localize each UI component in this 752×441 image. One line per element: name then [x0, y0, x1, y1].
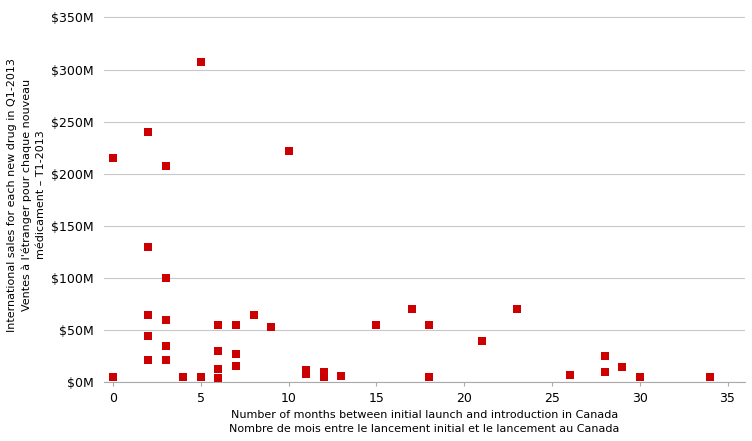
Point	[142, 356, 154, 363]
Point	[563, 372, 575, 379]
Point	[107, 374, 119, 381]
Point	[159, 356, 171, 363]
Point	[265, 324, 277, 331]
Point	[599, 369, 611, 376]
Point	[212, 375, 224, 382]
Point	[230, 362, 242, 369]
Point	[142, 243, 154, 250]
Point	[212, 348, 224, 355]
Point	[476, 337, 488, 344]
Point	[195, 59, 207, 66]
Point	[159, 162, 171, 169]
Point	[317, 369, 329, 376]
Point	[142, 129, 154, 136]
Point	[212, 321, 224, 329]
Point	[616, 363, 628, 370]
Point	[159, 316, 171, 323]
Point	[335, 373, 347, 380]
Point	[230, 321, 242, 329]
Point	[300, 367, 312, 374]
Point	[704, 374, 716, 381]
Point	[107, 155, 119, 162]
Point	[405, 306, 417, 313]
X-axis label: Number of months between initial launch and introduction in Canada
Nombre de moi: Number of months between initial launch …	[229, 410, 620, 434]
Point	[247, 311, 259, 318]
Point	[511, 306, 523, 313]
Point	[634, 374, 646, 381]
Point	[159, 342, 171, 349]
Point	[195, 374, 207, 381]
Point	[142, 311, 154, 318]
Y-axis label: International sales for each new drug in Q1-2013
Ventes à l'étranger pour chaque: International sales for each new drug in…	[7, 58, 46, 332]
Point	[317, 374, 329, 381]
Point	[371, 321, 383, 329]
Point	[423, 374, 435, 381]
Point	[177, 374, 190, 381]
Point	[283, 147, 295, 154]
Point	[423, 321, 435, 329]
Point	[599, 353, 611, 360]
Point	[142, 332, 154, 339]
Point	[230, 351, 242, 358]
Point	[212, 366, 224, 373]
Point	[300, 366, 312, 374]
Point	[159, 275, 171, 282]
Point	[300, 369, 312, 376]
Point	[300, 370, 312, 377]
